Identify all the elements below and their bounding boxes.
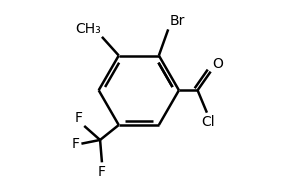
Text: Br: Br xyxy=(169,14,184,28)
Text: Cl: Cl xyxy=(201,115,215,129)
Text: F: F xyxy=(74,111,83,125)
Text: O: O xyxy=(212,57,223,71)
Text: F: F xyxy=(72,137,80,151)
Text: F: F xyxy=(98,164,106,179)
Text: CH₃: CH₃ xyxy=(75,22,101,36)
